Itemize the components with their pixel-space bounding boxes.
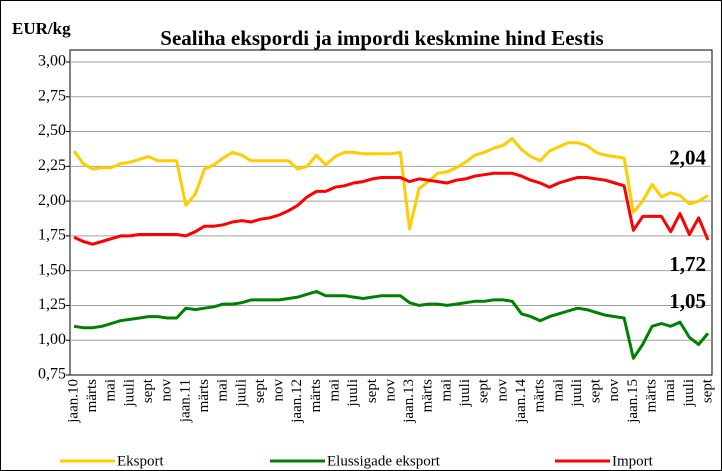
y-tick-label: 3,00 [38,53,66,70]
x-tick-label: mai [215,379,231,402]
y-tick-label: 1,00 [38,331,66,348]
x-tick-label: jaan.14 [513,379,529,424]
y-axis-label: EUR/kg [12,19,71,38]
data-line [73,171,710,246]
plot-area [69,49,713,376]
x-tick-label: märts [420,379,436,412]
x-tick-label: märts [308,379,324,412]
y-tick-label: 2,00 [38,192,66,209]
x-tick-label: mai [438,379,454,402]
data-label: 1,72 [669,252,706,276]
x-tick-label: sept [588,378,604,403]
x-tick-label: märts [532,379,548,412]
x-tick-label: nov [159,379,175,402]
legend-label: Elussigade eksport [327,453,441,469]
x-tick-label: sept [476,378,492,403]
x-tick-label: mai [662,379,678,402]
y-tick-label: 1,75 [38,227,66,244]
y-tick-label: 1,25 [38,296,66,313]
x-tick-label: nov [382,379,398,402]
x-tick-label: sept [699,378,715,403]
x-tick-label: sept [252,378,268,403]
y-tick-label: 2,50 [38,122,66,139]
x-tick-label: jaan.11 [177,379,193,423]
legend-label: Eksport [117,453,164,469]
x-tick-label: juuli [233,379,249,408]
x-tick-label: mai [103,379,119,402]
x-tick-label: jaan.15 [625,379,641,424]
x-tick-label: nov [271,379,287,402]
y-tick-label: 0,75 [38,366,66,383]
x-tick-label: juuli [681,379,697,408]
x-tick-label: juuli [345,379,361,408]
x-tick-label: nov [606,379,622,402]
data-label: 1,05 [669,289,706,313]
x-tick-label: jaan.12 [289,379,305,424]
x-tick-label: märts [84,379,100,412]
x-tick-label: jaan.13 [401,379,417,424]
y-tick-label: 1,50 [38,261,66,278]
x-tick-label: mai [326,379,342,402]
legend-label: Import [612,453,654,469]
x-tick-label: sept [364,378,380,403]
x-tick-label: märts [643,379,659,412]
data-label: 2,04 [669,145,706,169]
x-tick-label: juuli [457,379,473,408]
data-line [73,290,710,360]
x-tick-label: sept [140,378,156,403]
x-tick-label: jaan.10 [65,379,81,424]
x-tick-label: juuli [121,379,137,408]
x-tick-label: juuli [569,379,585,408]
x-tick-label: märts [196,379,212,412]
chart-title: Sealiha ekspordi ja impordi keskmine hin… [160,26,603,50]
x-tick-label: mai [550,379,566,402]
y-tick-label: 2,25 [38,157,66,174]
x-tick-label: nov [494,379,510,402]
data-line [72,137,709,231]
y-tick-label: 2,75 [38,87,66,104]
